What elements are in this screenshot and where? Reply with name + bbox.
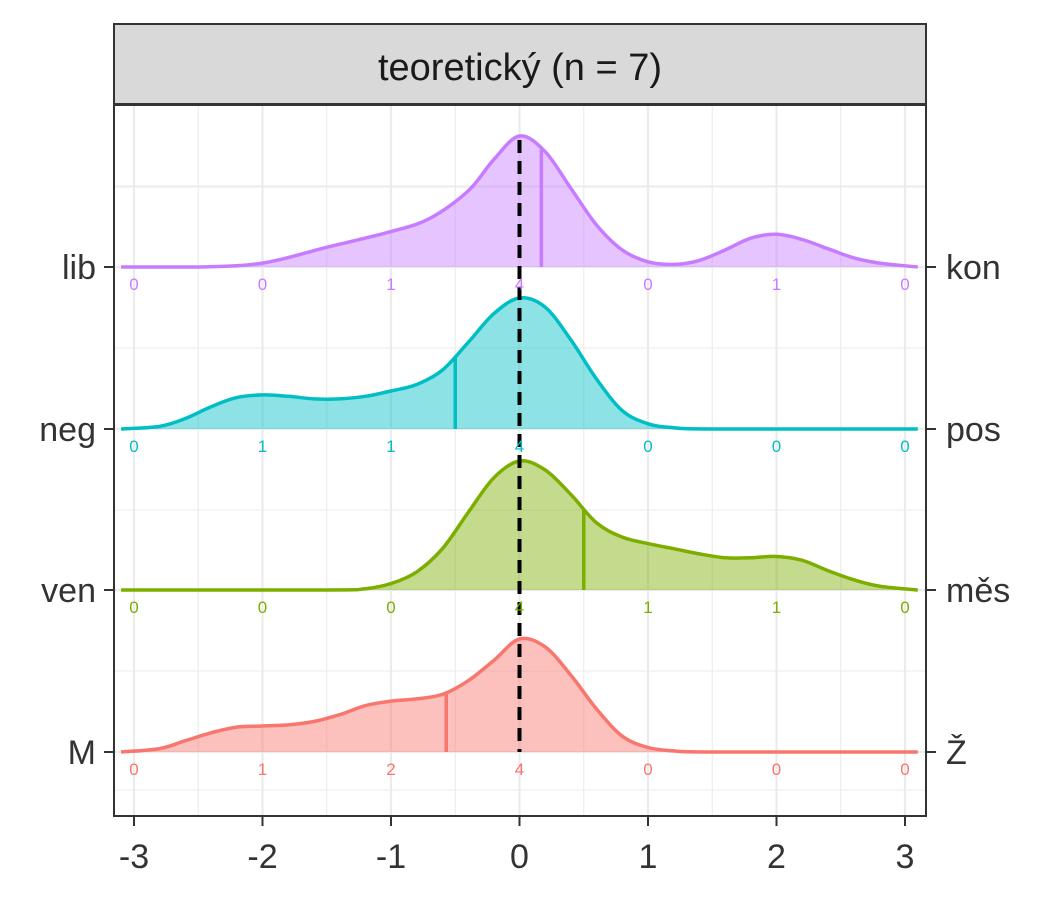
count-label: 1 (386, 437, 395, 456)
right-label-ven: měs (946, 572, 1010, 610)
count-label: 0 (643, 275, 652, 294)
count-label: 0 (900, 275, 909, 294)
count-label: 0 (258, 598, 267, 617)
count-label: 1 (386, 275, 395, 294)
count-label: 0 (900, 437, 909, 456)
x-tick-label: 0 (510, 838, 529, 876)
count-label: 0 (772, 760, 781, 779)
count-labels: 0 0 1 4 0 1 0 0 1 1 4 0 0 0 0 0 0 4 1 1 0 0 1 2 4 0 0 0 (129, 275, 909, 779)
count-label: 4 (515, 275, 524, 294)
count-label: 2 (386, 760, 395, 779)
count-label: 1 (772, 275, 781, 294)
count-label: 1 (258, 760, 267, 779)
left-label-neg: neg (39, 411, 96, 449)
density-area (121, 135, 918, 267)
density-line (121, 134, 918, 269)
ridge-lib (121, 134, 918, 269)
x-tick-label: 1 (639, 838, 658, 876)
count-label: 0 (258, 275, 267, 294)
facet-title: teoretický (n = 7) (378, 47, 662, 89)
right-label-neg: pos (946, 411, 1001, 449)
count-label: 0 (643, 760, 652, 779)
left-label-lib: lib (62, 249, 96, 287)
facet-strip (113, 23, 927, 105)
x-tick-label: -2 (247, 838, 277, 876)
left-label-ven: ven (41, 572, 96, 610)
count-label: 0 (129, 598, 138, 617)
count-label: 4 (515, 598, 524, 617)
left-label-M: M (68, 734, 96, 772)
count-label: 4 (515, 437, 524, 456)
x-tick-label: 3 (896, 838, 915, 876)
count-label: 0 (129, 437, 138, 456)
ridge-neg (120, 296, 918, 431)
density-line (120, 636, 918, 754)
x-tick-label: -3 (119, 838, 149, 876)
x-tick-label: -1 (376, 838, 406, 876)
count-label: 1 (643, 598, 652, 617)
density-line (121, 459, 918, 592)
count-label: 1 (258, 437, 267, 456)
count-label: 0 (129, 760, 138, 779)
count-label: 0 (772, 437, 781, 456)
count-label: 1 (772, 598, 781, 617)
right-label-lib: kon (946, 249, 1001, 287)
count-label: 0 (643, 437, 652, 456)
density-area (121, 297, 918, 429)
count-label: 0 (129, 275, 138, 294)
x-tick-label: 2 (767, 838, 786, 876)
density-line (120, 296, 918, 431)
count-label: 0 (900, 760, 909, 779)
axes: -3 -2 -1 0 1 2 3 lib kon neg pos ven měs M Ž (39, 249, 1010, 876)
count-label: 0 (386, 598, 395, 617)
right-label-M: Ž (946, 734, 967, 772)
count-label: 4 (515, 760, 524, 779)
count-label: 0 (900, 598, 909, 617)
